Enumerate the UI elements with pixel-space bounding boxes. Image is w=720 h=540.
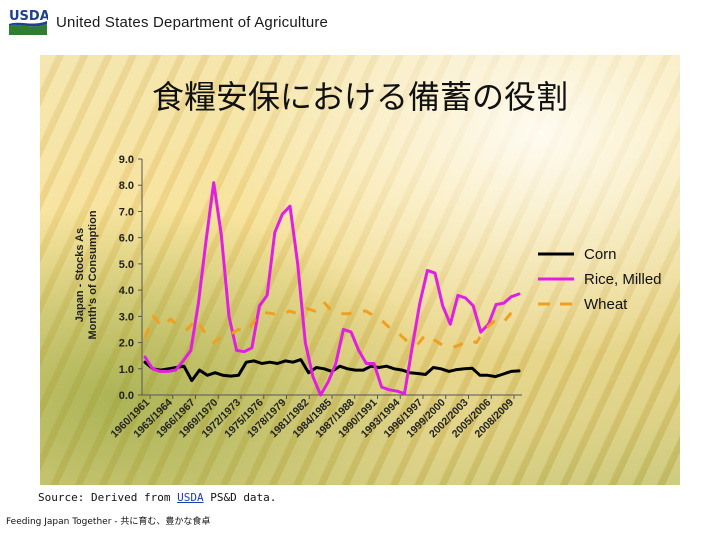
y-axis-label: Japan - Stocks As xyxy=(74,228,86,322)
footer-text: Feeding Japan Together - 共に育む、豊かな食卓 xyxy=(6,517,211,527)
source-suffix: PS&D data. xyxy=(203,491,277,504)
slide-title: 食糧安保における備蓄の役割 xyxy=(151,78,568,116)
series-line-rice-milled xyxy=(143,181,521,397)
legend-label: Corn xyxy=(584,246,617,263)
header-bar: USDA United States Department of Agricul… xyxy=(0,0,720,48)
series-line-wheat xyxy=(143,300,520,350)
y-tick-label: 0.0 xyxy=(119,390,134,402)
legend-label: Rice, Milled xyxy=(584,271,662,288)
y-tick-label: 3.0 xyxy=(119,311,134,323)
y-tick-label: 7.0 xyxy=(119,206,134,218)
y-tick-label: 4.0 xyxy=(119,285,134,297)
y-tick-label: 6.0 xyxy=(119,233,134,245)
y-tick-label: 5.0 xyxy=(119,259,134,271)
y-tick-label: 1.0 xyxy=(119,364,134,376)
y-tick-label: 9.0 xyxy=(119,154,134,166)
org-name: United States Department of Agriculture xyxy=(56,14,329,31)
usda-logo: USDA xyxy=(9,9,48,35)
source-note: Source: Derived from USDA PS&D data. xyxy=(38,491,276,504)
source-prefix: Source: Derived from xyxy=(38,491,178,504)
y-tick-label: 8.0 xyxy=(119,180,134,192)
legend-label: Wheat xyxy=(584,296,628,313)
y-axis-label: Month's of Consumption xyxy=(87,210,99,339)
y-tick-label: 2.0 xyxy=(119,338,134,350)
usda-link[interactable]: USDA xyxy=(177,491,204,504)
logo-text: USDA xyxy=(9,9,48,24)
corn-background-panel xyxy=(40,55,680,485)
